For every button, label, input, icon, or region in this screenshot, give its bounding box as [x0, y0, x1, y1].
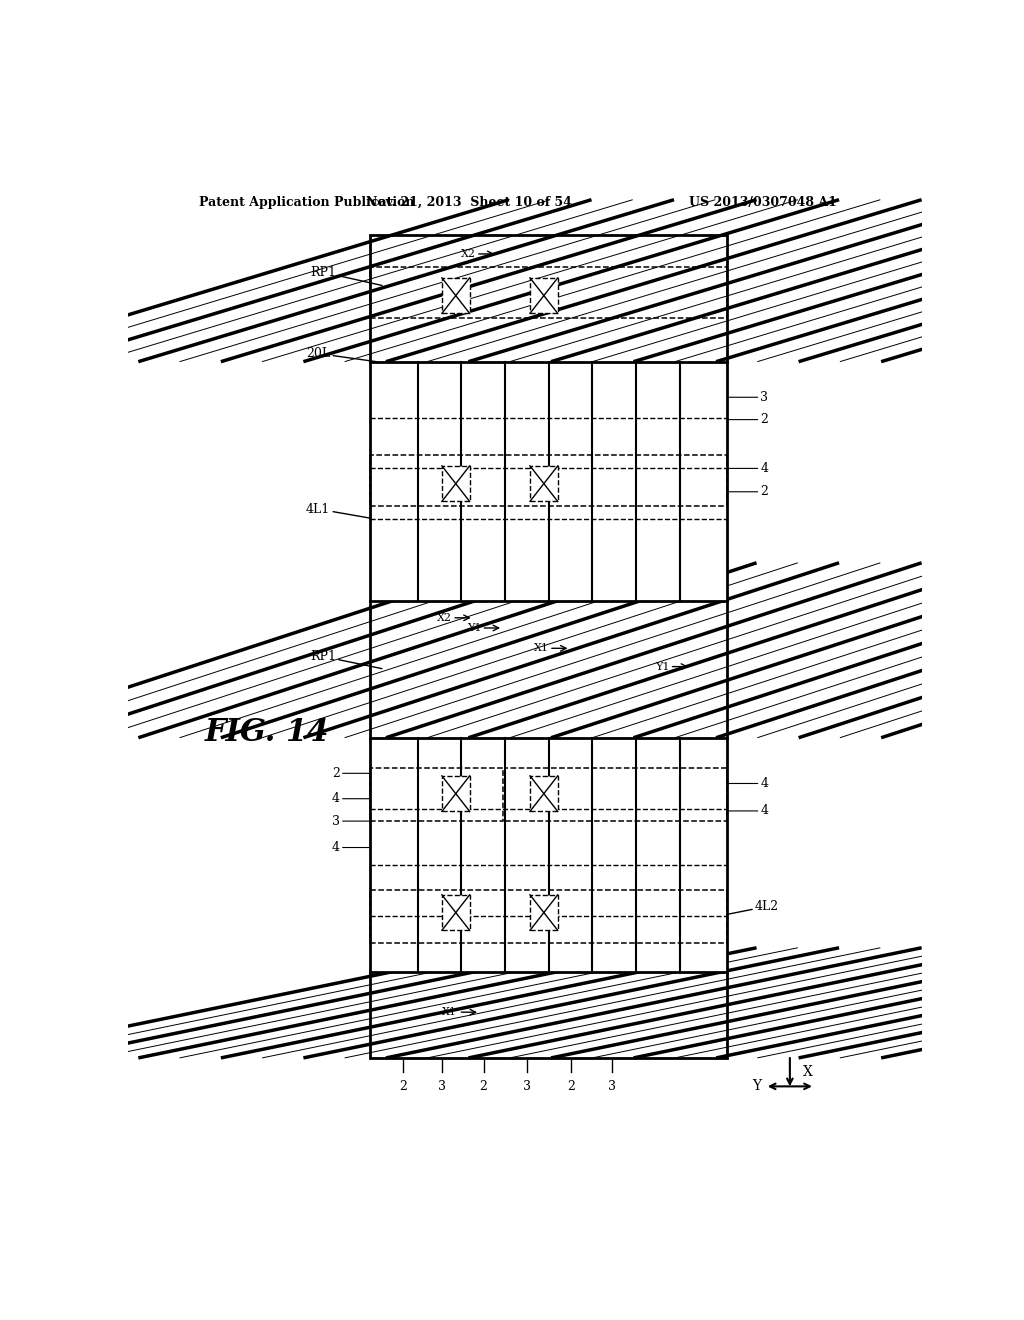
Text: 4: 4 — [332, 792, 370, 805]
Bar — [442, 277, 470, 313]
Text: Nov. 21, 2013  Sheet 10 of 54: Nov. 21, 2013 Sheet 10 of 54 — [367, 195, 572, 209]
Text: 20L: 20L — [306, 347, 377, 362]
Bar — [442, 895, 470, 931]
Text: 4: 4 — [727, 804, 768, 817]
Text: X: X — [804, 1065, 813, 1080]
Text: 4: 4 — [727, 777, 768, 789]
Bar — [370, 455, 727, 506]
Text: X1: X1 — [534, 643, 549, 653]
Bar — [370, 235, 727, 1057]
Text: 2: 2 — [332, 767, 370, 780]
Text: Y1: Y1 — [654, 661, 670, 672]
Text: 3: 3 — [438, 1080, 446, 1093]
Text: 3: 3 — [332, 814, 370, 828]
Bar — [370, 235, 727, 362]
Text: US 2013/0307048 A1: US 2013/0307048 A1 — [689, 195, 837, 209]
Bar — [370, 738, 727, 972]
Text: RP1: RP1 — [310, 265, 382, 285]
Text: 2: 2 — [479, 1080, 487, 1093]
Text: RP1: RP1 — [310, 649, 382, 669]
Text: 3: 3 — [523, 1080, 531, 1093]
Bar — [442, 466, 470, 502]
Bar — [530, 776, 558, 812]
Bar — [370, 768, 503, 821]
Bar — [370, 362, 727, 601]
Text: 2: 2 — [567, 1080, 574, 1093]
Bar — [370, 267, 727, 318]
Text: 4L1: 4L1 — [306, 503, 377, 519]
Text: 4: 4 — [727, 462, 768, 475]
Bar — [370, 972, 727, 1057]
Bar — [442, 776, 470, 812]
Bar — [370, 972, 727, 1057]
Text: Y: Y — [752, 1080, 761, 1093]
Bar — [370, 601, 727, 738]
Bar — [370, 235, 727, 362]
Text: X1: X1 — [442, 1007, 458, 1018]
Text: Patent Application Publication: Patent Application Publication — [200, 195, 415, 209]
Text: X2: X2 — [461, 249, 475, 259]
Bar — [505, 768, 727, 821]
Text: 3: 3 — [727, 391, 768, 404]
Bar — [530, 466, 558, 502]
Bar — [370, 601, 727, 738]
Text: Y1: Y1 — [467, 623, 481, 634]
Text: X2: X2 — [437, 612, 452, 623]
Text: 3: 3 — [608, 1080, 616, 1093]
Text: 2: 2 — [727, 486, 768, 498]
Bar — [370, 890, 727, 942]
Text: 4L2: 4L2 — [721, 900, 779, 916]
Text: 2: 2 — [399, 1080, 408, 1093]
Text: 2: 2 — [727, 413, 768, 426]
Text: 4: 4 — [332, 841, 370, 854]
Bar — [530, 277, 558, 313]
Text: FIG. 14: FIG. 14 — [205, 717, 329, 748]
Bar — [530, 895, 558, 931]
